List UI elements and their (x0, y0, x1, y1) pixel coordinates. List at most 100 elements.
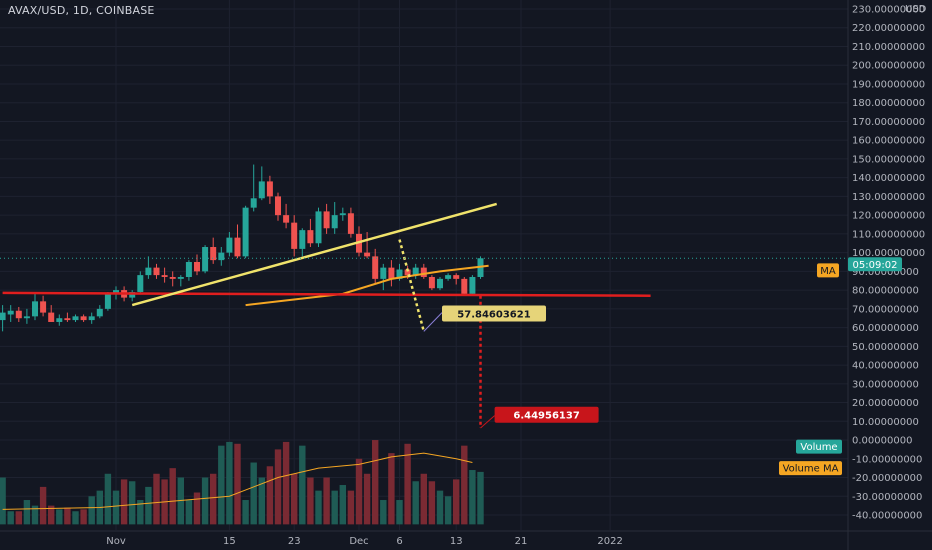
x-tick-label: 6 (396, 536, 402, 547)
candle-body (7, 310, 14, 315)
candle-body (469, 276, 476, 294)
x-tick-label: 21 (515, 536, 528, 547)
candle-body (64, 318, 71, 321)
volume-bar (226, 441, 233, 525)
candle-body (396, 269, 403, 279)
volume-bar (331, 490, 338, 525)
candle-body (307, 230, 314, 244)
volume-bar (153, 473, 160, 525)
y-tick-label: 20.00000000 (852, 398, 919, 409)
candle-body (0, 312, 6, 321)
candle-body (104, 293, 111, 309)
callout2-label-bg (494, 406, 599, 423)
price-ma-line (245, 264, 489, 307)
candle-body (226, 237, 233, 253)
volume-ma-tag: Volume MA (783, 464, 839, 475)
y-tick-label: 80.00000000 (852, 286, 919, 297)
chart-title: AVAX/USD, 1D, COINBASE (8, 4, 155, 17)
volume-bar (412, 481, 419, 525)
candle-body (364, 252, 371, 257)
x-tick-label: 23 (288, 536, 301, 547)
candle-body (218, 252, 225, 261)
volume-bar (210, 473, 217, 525)
volume-ma-tag-bg (779, 461, 842, 476)
callout1-label: 57.84603621 (457, 310, 530, 321)
candle-body (283, 215, 290, 223)
volume-bar (31, 505, 39, 525)
candle-body (428, 276, 435, 289)
volume-bar (0, 477, 6, 525)
y-tick-label: 150.00000000 (852, 154, 925, 165)
volume-bar (234, 443, 241, 525)
candle-body (194, 262, 200, 272)
volume-bar (469, 470, 476, 525)
volume-bar (64, 507, 71, 525)
candle-body (113, 290, 119, 294)
volume-bar (347, 490, 355, 525)
candle-body (80, 316, 87, 321)
volume-bar (282, 441, 290, 525)
volume-bar (428, 481, 436, 525)
candle-body (453, 275, 460, 279)
candle-body (275, 196, 281, 216)
volume-bar (193, 492, 201, 525)
volume-bar (436, 490, 444, 525)
candle-body (299, 230, 306, 249)
y-tick-label: -40.00000000 (852, 511, 922, 522)
candle-body (315, 211, 322, 244)
volume-bar (88, 496, 95, 525)
x-tick-label: Dec (349, 536, 368, 547)
volume-bar (185, 500, 193, 525)
volume-bar (404, 443, 411, 525)
candle-body (331, 215, 338, 229)
y-tick-label: 50.00000000 (852, 342, 919, 353)
y-tick-label: 40.00000000 (852, 361, 919, 372)
volume-bar (15, 511, 22, 525)
candle-body (461, 278, 468, 294)
volume-bar (72, 511, 79, 525)
volume-bar (39, 486, 47, 525)
candle-body (445, 275, 452, 279)
candle-body (169, 276, 176, 279)
y-tick-label: 100.00000000 (852, 248, 925, 259)
volume-bar (380, 500, 387, 525)
volume-bar (339, 485, 346, 525)
volume-bar (453, 479, 460, 525)
volume-bar (299, 445, 306, 525)
callout2-label: 6.44956137 (513, 411, 579, 422)
volume-tag: Volume (800, 442, 837, 453)
countdown-tag-bg (848, 257, 902, 272)
volume-bar (355, 458, 363, 525)
volume-bar (145, 486, 152, 525)
volume-bar (258, 477, 265, 525)
candle-body (48, 312, 55, 322)
y-tick-label: 110.00000000 (852, 229, 925, 240)
y-tick-label: 170.00000000 (852, 117, 925, 128)
candle-body (258, 181, 265, 199)
candle-body (323, 211, 330, 229)
volume-bar (396, 500, 403, 525)
volume-bar (129, 481, 136, 525)
volume-bar (80, 509, 87, 525)
countdown-tag: 05:09:02 (853, 260, 898, 271)
candle-body (96, 308, 103, 317)
volume-bar (291, 473, 298, 525)
volume-bar (112, 490, 120, 525)
candle-body (420, 267, 427, 277)
candle-body (153, 267, 160, 276)
candle-body (372, 256, 379, 279)
volume-bar (137, 500, 144, 525)
x-tick-label: Nov (106, 536, 126, 547)
volume-bar (169, 468, 176, 525)
candle-body (437, 278, 443, 289)
volume-bar (388, 453, 395, 525)
y-tick-label: -20.00000000 (852, 473, 922, 484)
currency-label: USD (905, 4, 927, 15)
y-tick-label: 60.00000000 (852, 323, 919, 334)
candle-body (15, 310, 22, 319)
y-tick-label: 190.00000000 (852, 79, 925, 90)
y-tick-label: 200.00000000 (852, 61, 925, 72)
x-tick-label: 2022 (597, 536, 622, 547)
